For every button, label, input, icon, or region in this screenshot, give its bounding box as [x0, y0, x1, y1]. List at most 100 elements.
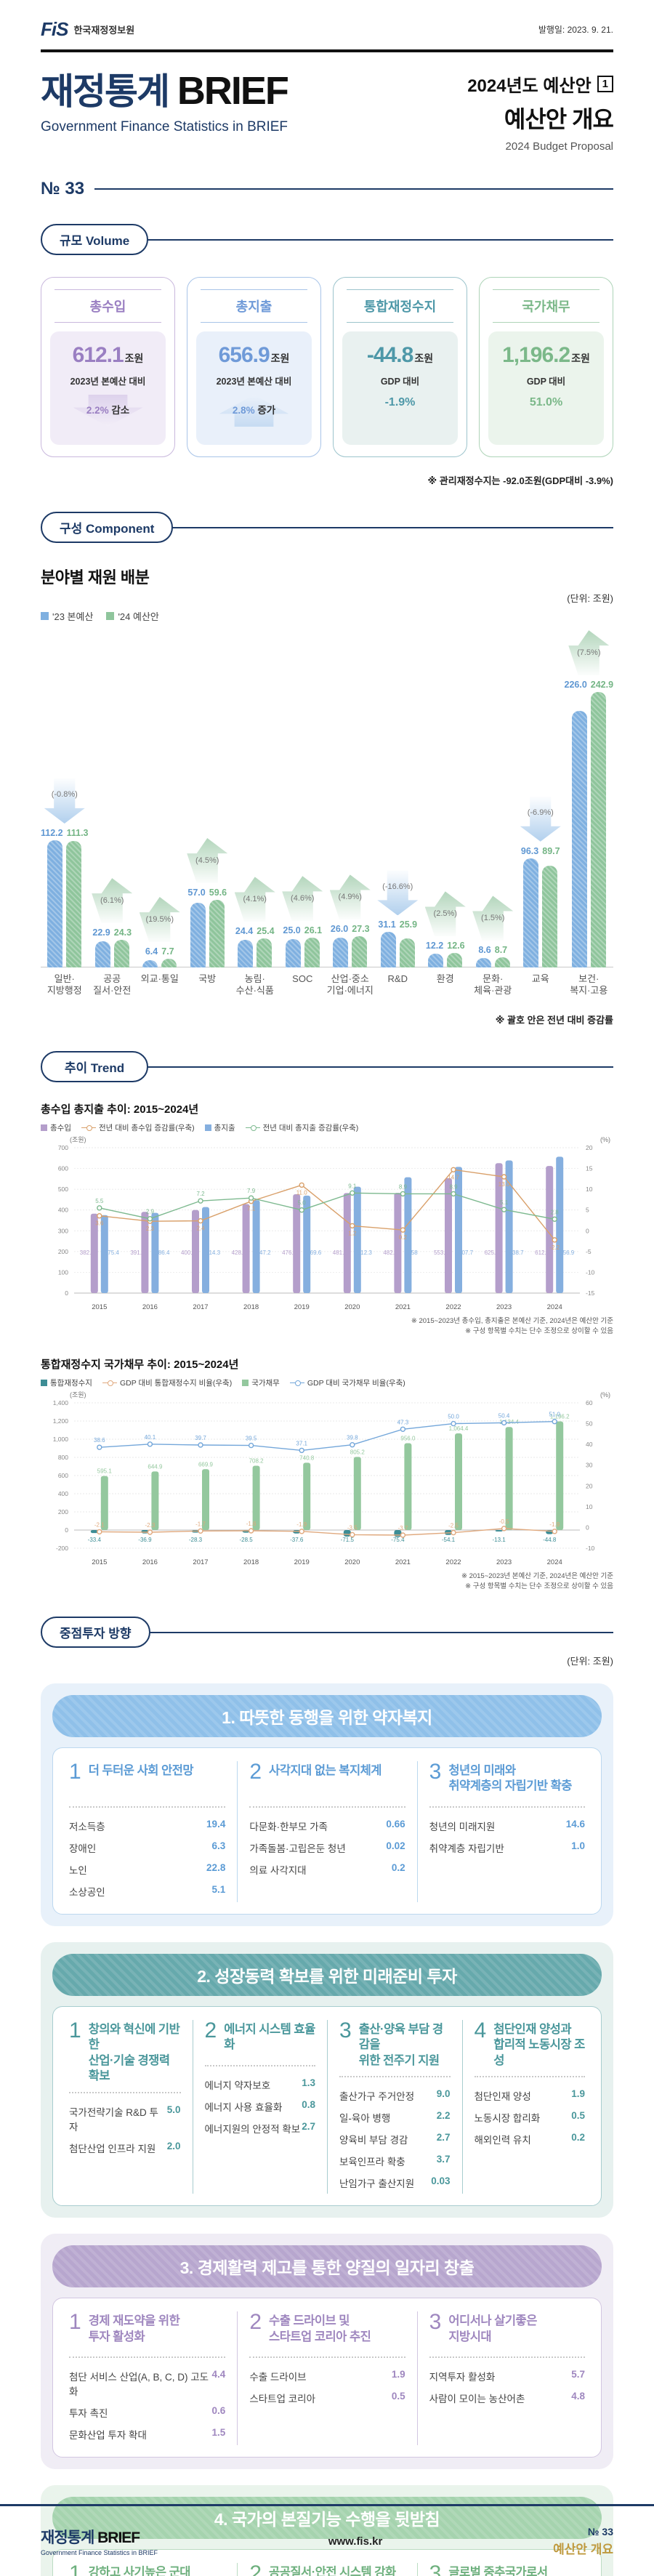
item-label: 국가전략기술 R&D 투자	[69, 2106, 158, 2133]
item-value: 5.7	[571, 2369, 585, 2380]
volume-card-4: 국가채무 1,196.2 조원 GDP 대비 51.0%	[479, 277, 613, 457]
bar-pair	[285, 938, 320, 967]
bar-value-labels: 24.4 25.4	[235, 926, 275, 937]
card-value: 1,196.2 조원	[502, 343, 590, 367]
svg-text:(%): (%)	[600, 1391, 610, 1398]
website-url[interactable]: www.fis.kr	[328, 2535, 383, 2548]
top-header: FiS 한국재정정보원 발행일: 2023. 9. 21.	[41, 0, 613, 45]
section-pill-investment: 중점투자 방향	[41, 1617, 150, 1648]
svg-text:11.0: 11.0	[296, 1189, 308, 1196]
item-label: 보육인프라 확충	[339, 2157, 405, 2168]
svg-text:625.7: 625.7	[485, 1249, 500, 1256]
budget-item-row: 난임가구 출산지원 0.03	[339, 2172, 451, 2194]
invest-box-2-column-3: 3 출산·양육 부담 경감을 위한 전주기 지원 출산가구 주거안정 9.0 일-육…	[327, 2020, 462, 2194]
svg-text:5.0: 5.0	[298, 1200, 307, 1207]
card-body: 1,196.2 조원 GDP 대비 51.0%	[488, 331, 604, 445]
category-label: 환경	[436, 973, 454, 984]
dist-category-10: (1.5%) 8.6 8.7 문화· 체육·관광	[469, 895, 517, 1001]
category-label: 국방	[198, 973, 217, 984]
budget-item-row: 에너지원의 안정적 확보 2.7	[205, 2117, 316, 2139]
bar-pair	[428, 953, 463, 967]
svg-text:400.5: 400.5	[181, 1249, 196, 1256]
svg-text:740.8: 740.8	[299, 1454, 315, 1461]
item-value: 0.2	[571, 2132, 585, 2144]
svg-text:30: 30	[586, 1461, 593, 1468]
trend-bar	[141, 1212, 149, 1293]
item-value: 0.66	[386, 1819, 405, 1830]
brief-subtitle: Government Finance Statistics in BRIEF	[41, 119, 288, 134]
svg-text:2020: 2020	[344, 1303, 360, 1311]
item-label: 가족돌봄·고립은둔 청년	[249, 1843, 346, 1854]
item-label: 저소득층	[69, 1822, 105, 1832]
category-label: 외교·통일	[140, 973, 179, 984]
bottom-logo: 재정통계 BRIEF Government Finance Statistics…	[41, 2526, 158, 2556]
item-label: 에너지 약자보호	[204, 2080, 271, 2091]
bar-value-labels: 22.9 24.3	[92, 927, 132, 938]
svg-text:1,200: 1,200	[53, 1417, 69, 1425]
bottom-issue-no: № 33	[587, 2525, 613, 2537]
trend-bar	[353, 1456, 361, 1530]
trend-bar	[242, 1204, 250, 1293]
fis-logo-icon: FiS	[41, 17, 68, 40]
trend-bar	[455, 1433, 462, 1530]
svg-text:2017: 2017	[193, 1303, 208, 1311]
item-label: 문화산업 투자 확대	[69, 2430, 147, 2442]
category-label: 산업·중소 기업·에너지	[326, 973, 374, 997]
bar-2023	[47, 840, 63, 967]
svg-text:0: 0	[586, 1524, 589, 1531]
svg-text:-2.5: -2.5	[448, 1522, 459, 1529]
bottom-logo-kr: 재정통계	[41, 2529, 94, 2546]
card-title: 통합재정수지	[347, 289, 453, 323]
svg-text:-36.9: -36.9	[138, 1537, 152, 1543]
dotted-divider	[249, 2356, 405, 2359]
trend-bar	[353, 1186, 361, 1293]
column-heading: 2 에너지 시스템 효율화	[204, 2018, 316, 2052]
svg-text:2015: 2015	[92, 1558, 107, 1566]
trend-bar	[556, 1156, 564, 1293]
bar-2024	[161, 959, 177, 967]
svg-text:13.0: 13.0	[498, 1181, 510, 1188]
item-value: 6.3	[211, 1840, 226, 1851]
svg-text:37.1: 37.1	[296, 1440, 307, 1446]
invest-box-1-column-2: 2 사각지대 없는 복지체계 다문화·한부모 가족 0.66 가족돌봄·고립은둔 청…	[237, 1761, 416, 1902]
item-value: 0.5	[571, 2110, 585, 2122]
masthead-right: 2024년도 예산안 1 예산안 개요 2024 Budget Proposal	[467, 71, 614, 153]
column-heading: 2 사각지대 없는 복지체계	[249, 1760, 382, 1784]
svg-text:805.2: 805.2	[350, 1449, 366, 1455]
svg-text:669.9: 669.9	[198, 1461, 214, 1468]
svg-text:2.3: 2.3	[146, 1225, 155, 1232]
trend-bar	[90, 1529, 98, 1533]
column-heading: 3 청년의 미래와 취약계층의 자립기반 확충	[429, 1760, 573, 1793]
card-caption: 2023년 본예산 대비	[70, 377, 146, 387]
item-label: 사람이 모이는 농산어촌	[429, 2394, 525, 2405]
svg-text:-13.1: -13.1	[492, 1537, 506, 1543]
legend-item: 총지출	[204, 1122, 235, 1133]
svg-text:-10: -10	[586, 1268, 595, 1276]
card-value: 656.9 조원	[218, 343, 290, 367]
item-value: 1.0	[571, 1840, 585, 1851]
change-arrow-up-icon: (7.5%)	[568, 630, 610, 676]
column-heading: 1 창의와 혁신에 기반한 산업·기술 경쟁력 확보	[69, 2018, 180, 2083]
legend-item: GDP 대비 국가채무 비율(우축)	[289, 1377, 405, 1388]
trend-bar	[303, 1195, 311, 1293]
bar-2023	[380, 932, 396, 967]
bar-2024	[66, 841, 82, 967]
issue-number: № 33	[41, 179, 85, 198]
svg-text:800: 800	[58, 1454, 68, 1461]
item-value: 2.7	[302, 2121, 315, 2132]
volume-card-1: 총수입 612.1 조원 2023년 본예산 대비 2.2% 감소	[41, 277, 175, 457]
change-arrow-up-icon: (4.9%)	[329, 874, 371, 920]
item-value: 3.7	[436, 2154, 451, 2165]
svg-text:1.2: 1.2	[348, 1230, 357, 1236]
budget-item-row: 가족돌봄·고립은둔 청년 0.02	[249, 1837, 405, 1859]
bar-value-labels: 12.2 12.6	[425, 941, 465, 951]
svg-text:2017: 2017	[193, 1558, 208, 1566]
svg-text:600: 600	[58, 1165, 68, 1172]
bar-2023	[285, 939, 301, 967]
budget-item-row: 지역투자 활성화 5.7	[429, 2365, 585, 2387]
item-value: 0.6	[211, 2405, 226, 2417]
item-label: 청년의 미래지원	[429, 1822, 496, 1832]
dist-legend: '23 본예산 '24 예산안	[41, 609, 613, 623]
svg-text:50.0: 50.0	[448, 1413, 459, 1420]
dotted-divider	[69, 1806, 226, 1808]
